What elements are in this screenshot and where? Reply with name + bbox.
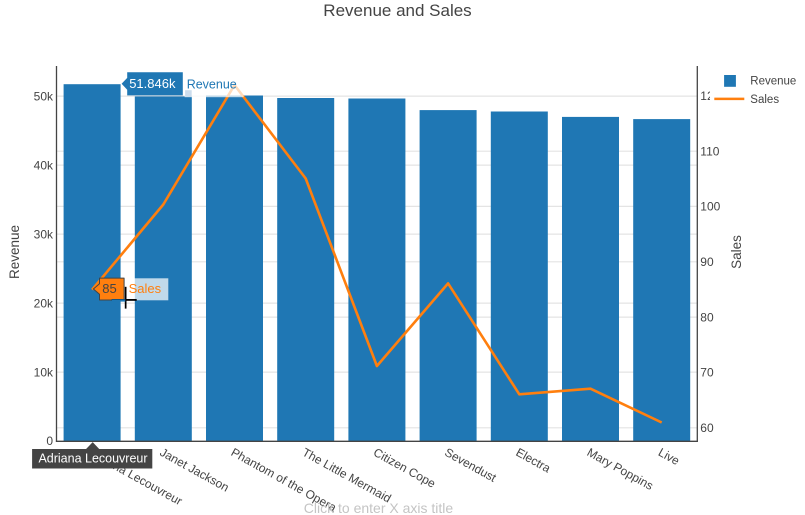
svg-text:Revenue: Revenue xyxy=(7,225,22,279)
svg-text:Adriana Lecouvreur: Adriana Lecouvreur xyxy=(38,452,147,466)
svg-text:10k: 10k xyxy=(34,365,54,379)
svg-text:20k: 20k xyxy=(34,296,54,310)
svg-text:50k: 50k xyxy=(34,89,54,103)
svg-text:85: 85 xyxy=(102,281,116,296)
svg-text:0: 0 xyxy=(46,434,53,448)
svg-text:Revenue: Revenue xyxy=(187,77,237,91)
svg-text:30k: 30k xyxy=(34,227,54,241)
svg-text:Sales: Sales xyxy=(750,94,779,106)
svg-text:90: 90 xyxy=(700,255,714,269)
svg-text:Sales: Sales xyxy=(729,235,744,269)
svg-text:60: 60 xyxy=(700,421,714,435)
svg-text:Revenue: Revenue xyxy=(750,75,796,87)
svg-text:100: 100 xyxy=(700,200,720,214)
svg-text:110: 110 xyxy=(700,144,719,158)
svg-text:80: 80 xyxy=(700,310,714,324)
svg-text:Revenue and Sales: Revenue and Sales xyxy=(323,1,471,20)
svg-text:70: 70 xyxy=(700,366,714,380)
svg-text:40k: 40k xyxy=(34,158,54,172)
svg-text:51.846k: 51.846k xyxy=(129,76,176,91)
svg-text:Click to enter X axis title: Click to enter X axis title xyxy=(304,500,454,515)
svg-text:Sales: Sales xyxy=(129,281,162,296)
